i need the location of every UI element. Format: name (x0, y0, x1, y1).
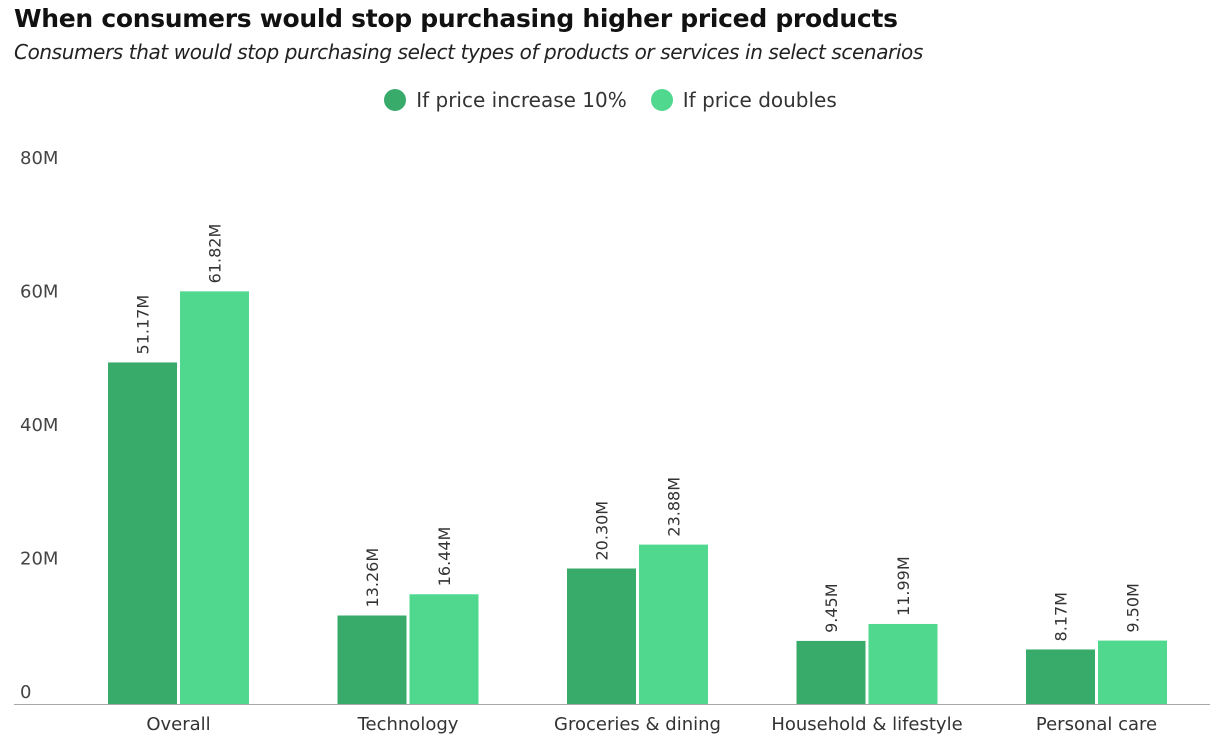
data-label: 20.30M (593, 501, 612, 561)
y-tick-label: 80M (20, 148, 58, 169)
bar[interactable] (180, 291, 249, 704)
bar[interactable] (337, 615, 407, 704)
data-label: 61.82M (206, 224, 225, 284)
x-tick-label: Personal care (1036, 714, 1157, 735)
y-tick-label: 60M (20, 282, 58, 303)
bar[interactable] (567, 568, 636, 704)
bar[interactable] (796, 640, 866, 704)
x-tick-label: Groceries & dining (554, 714, 721, 735)
data-label: 9.50M (1124, 583, 1143, 632)
y-tick-label: 0 (20, 682, 31, 703)
legend-label-series-2: If price doubles (682, 88, 837, 112)
legend-label-series-1: If price increase 10% (416, 88, 627, 112)
bar[interactable] (1026, 649, 1095, 704)
bar[interactable] (409, 594, 479, 704)
chart-subtitle: Consumers that would stop purchasing sel… (14, 40, 923, 64)
legend-item-series-1[interactable]: If price increase 10% (384, 88, 627, 112)
legend-swatch-series-2 (650, 89, 673, 111)
data-label: 23.88M (665, 477, 684, 537)
y-tick-label: 40M (20, 415, 58, 436)
legend-swatch-series-1 (384, 89, 407, 111)
bar[interactable] (639, 544, 708, 704)
x-tick-label: Technology (357, 714, 459, 735)
data-label: 8.17M (1052, 592, 1071, 641)
bar[interactable] (108, 362, 177, 704)
data-label: 51.17M (134, 295, 153, 355)
data-label: 11.99M (894, 556, 913, 616)
data-label: 9.45M (822, 583, 841, 632)
bar[interactable] (1098, 640, 1167, 704)
legend: If price increase 10% If price doubles (0, 88, 1221, 112)
data-label: 13.26M (363, 548, 382, 608)
chart-title: When consumers would stop purchasing hig… (14, 4, 898, 33)
x-tick-label: Household & lifestyle (771, 714, 962, 735)
legend-item-series-2[interactable]: If price doubles (650, 88, 837, 112)
y-tick-label: 20M (20, 549, 58, 570)
x-tick-label: Overall (146, 714, 210, 735)
data-label: 16.44M (435, 527, 454, 587)
bar[interactable] (868, 623, 938, 704)
